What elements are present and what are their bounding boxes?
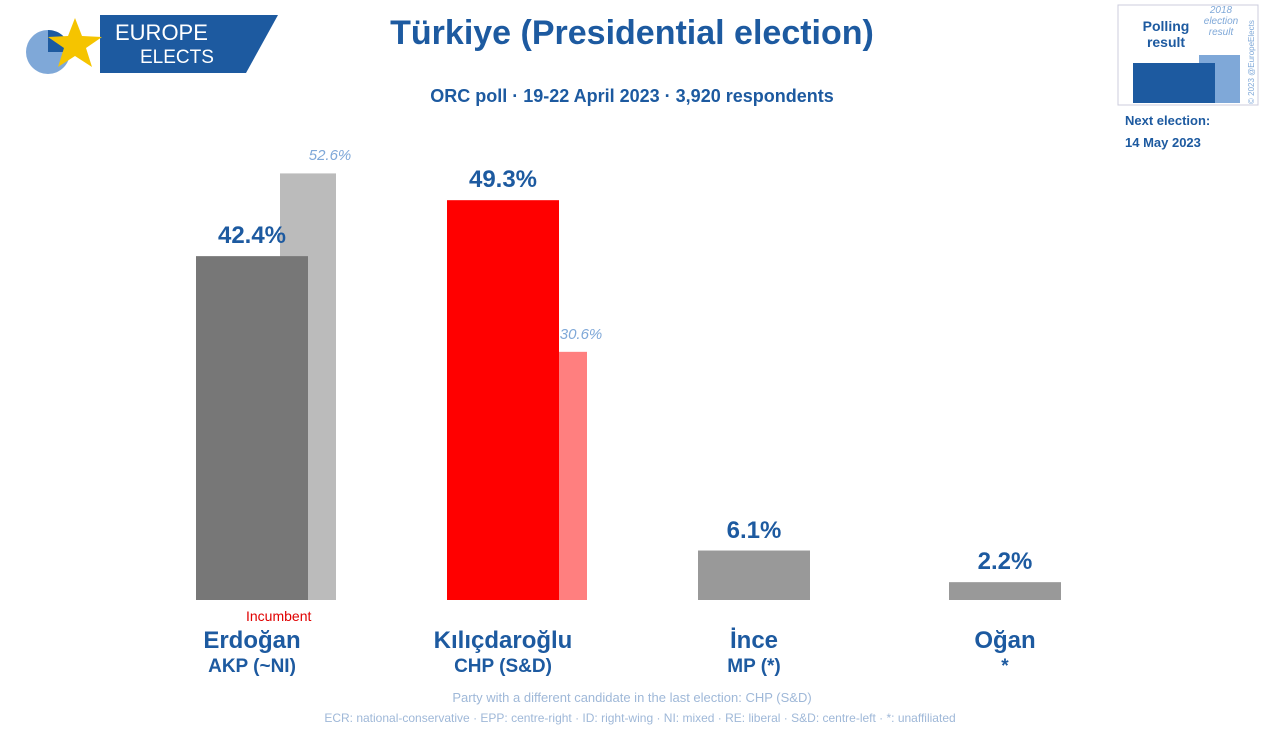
value-label: 42.4% <box>217 222 287 250</box>
chart-title: Türkiye (Presidential election) <box>390 14 874 52</box>
logo-text: ELECTS <box>140 47 214 68</box>
next-election-date: 14 May 2023 <box>1125 135 1201 150</box>
footnote: ECR: national-conservative · EPP: centre… <box>324 711 956 725</box>
logo-star <box>48 18 102 67</box>
x-tick-label: İnce <box>729 627 779 654</box>
legend-box <box>1117 4 1259 106</box>
logo-text: EUROPE <box>115 20 208 45</box>
logo-band <box>100 15 278 73</box>
bar <box>949 582 1061 600</box>
party-label: MP (*) <box>727 656 781 677</box>
legend-entry: Polling result <box>1142 18 1190 50</box>
footnote: Party with a different candidate in the … <box>452 690 812 705</box>
bar <box>447 200 559 600</box>
legend-swatch-poll <box>1133 63 1215 103</box>
value-label: 2.2% <box>977 548 1033 576</box>
x-tick-label: Erdoğan <box>203 627 301 654</box>
chart-subtitle: ORC poll · 19-22 April 2023 · 3,920 resp… <box>430 86 834 106</box>
x-tick-label: Oğan <box>974 627 1036 654</box>
party-label: * <box>1001 656 1009 677</box>
next-election-label: Next election: <box>1125 113 1211 128</box>
value-label: 49.3% <box>468 166 538 194</box>
bar <box>698 550 810 600</box>
value-label-2018: 52.6% <box>308 147 352 165</box>
value-label-2018: 30.6% <box>559 325 603 343</box>
value-label: 6.1% <box>726 516 782 544</box>
party-label: CHP (S&D) <box>454 656 552 677</box>
bar <box>196 256 308 600</box>
legend-entry: 2018 election result <box>1203 5 1239 38</box>
annotation: Incumbent <box>246 608 312 624</box>
party-label: AKP (~NI) <box>208 656 296 677</box>
x-tick-label: Kılıçdaroğlu <box>433 627 573 654</box>
copyright: © 2023 @EuropeElects <box>1247 20 1256 104</box>
